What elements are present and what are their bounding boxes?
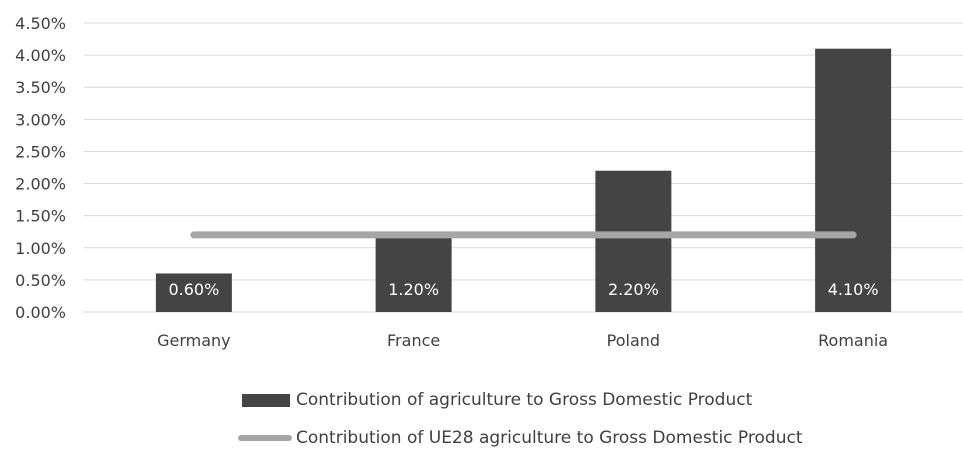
legend-swatch-line [238, 435, 292, 441]
bar [815, 49, 891, 312]
x-tick-label: Romania [818, 331, 888, 350]
y-tick-label: 2.50% [15, 142, 66, 161]
y-tick-label: 2.00% [15, 175, 66, 194]
data-label: 2.20% [608, 280, 659, 299]
x-tick-label: France [387, 331, 440, 350]
data-label: 1.20% [388, 280, 439, 299]
y-tick-label: 4.50% [15, 14, 66, 33]
y-tick-label: 1.50% [15, 207, 66, 226]
y-tick-label: 3.00% [15, 110, 66, 129]
legend-swatch-bar [242, 394, 290, 407]
y-tick-label: 0.50% [15, 271, 66, 290]
legend-label-line: Contribution of UE28 agriculture to Gros… [296, 428, 802, 448]
data-label: 0.60% [168, 280, 219, 299]
y-tick-label: 0.00% [15, 303, 66, 322]
legend-item-bar: Contribution of agriculture to Gross Dom… [242, 390, 752, 410]
y-tick-label: 3.50% [15, 78, 66, 97]
data-label: 4.10% [828, 280, 879, 299]
chart-plot: 0.00% 0.50% 1.00% 1.50% 2.00% 2.50% 3.00% 3.50%… [0, 0, 963, 380]
x-tick-label: Poland [607, 331, 660, 350]
legend-item-line: Contribution of UE28 agriculture to Gros… [238, 428, 802, 448]
x-tick-label: Germany [157, 331, 231, 350]
legend-label-bar: Contribution of agriculture to Gross Dom… [296, 390, 752, 410]
y-tick-label: 4.00% [15, 46, 66, 65]
y-tick-label: 1.00% [15, 239, 66, 258]
bar [376, 235, 452, 312]
